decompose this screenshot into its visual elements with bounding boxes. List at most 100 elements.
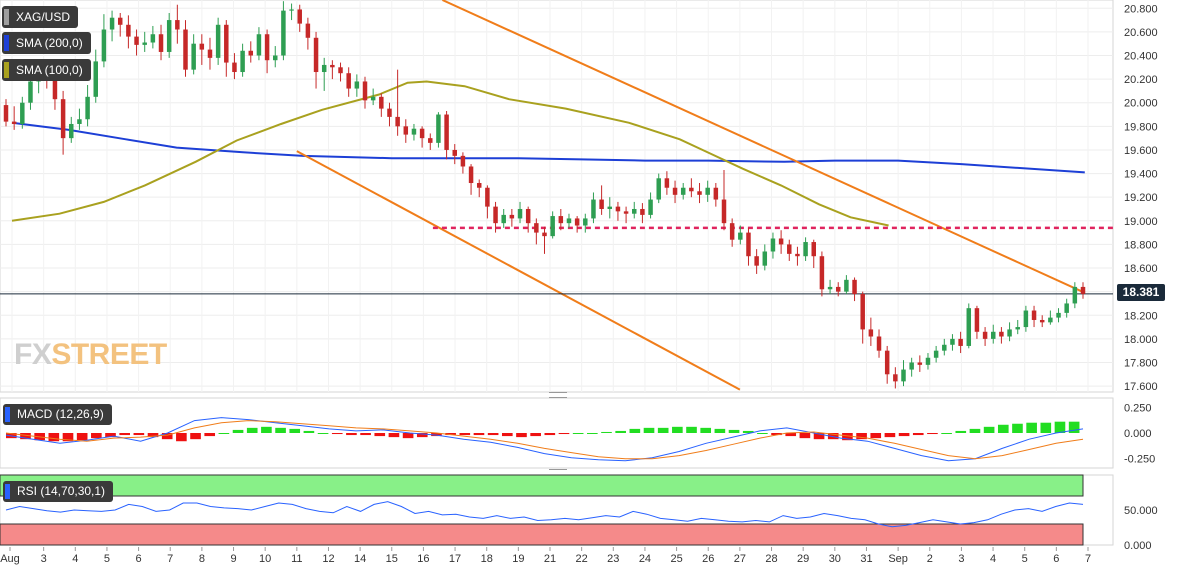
macd-histogram-bar — [842, 433, 853, 441]
candle-down — [640, 208, 645, 215]
macd-histogram-bar — [91, 433, 102, 439]
candle-down — [917, 362, 923, 365]
rsi-swatch — [5, 484, 10, 499]
candle-down — [525, 208, 531, 224]
pane-resize-handle-rsi[interactable] — [549, 469, 567, 475]
axes: 20.800 20.600 20.400 20.200 20.000 19.800 19.6… — [1124, 3, 1158, 393]
macd-histogram-bar — [331, 433, 343, 435]
macd-panel: 0.250 0.000 -0.250 — [0, 397, 1155, 469]
candle-down — [958, 338, 963, 346]
macd-tag[interactable]: MACD (12,26,9) — [3, 404, 112, 425]
candle-up — [680, 187, 686, 195]
macd-histogram-bar — [544, 433, 556, 436]
candle-down — [199, 43, 205, 50]
candle-down — [697, 191, 702, 195]
candle-up — [20, 102, 25, 124]
macd-tick-label: -0.250 — [1124, 454, 1155, 466]
candle-up — [909, 362, 914, 370]
y-tick-label: 20.000 — [1124, 98, 1158, 110]
candlesticks — [3, 1, 1086, 389]
candle-up — [933, 350, 939, 358]
sma100-label: SMA (100,0) — [16, 63, 83, 77]
candle-up — [142, 42, 147, 45]
y-tick-label: 20.800 — [1124, 3, 1158, 15]
candle-down — [330, 64, 335, 68]
sma200-label: SMA (200,0) — [16, 36, 83, 50]
candle-up — [85, 96, 90, 120]
macd-histogram-bar — [133, 433, 145, 436]
x-tick-label: 28 — [765, 553, 777, 565]
x-tick-label: 3 — [958, 553, 964, 565]
candle-up — [101, 29, 107, 62]
candle-up — [501, 214, 506, 224]
x-tick-label: Sep — [888, 553, 908, 565]
candle-down — [787, 244, 792, 254]
candle-down — [599, 199, 604, 209]
macd-line — [5, 417, 1084, 462]
macd-tick-label: 0.000 — [1124, 428, 1152, 440]
macd-histogram-bar — [1054, 421, 1066, 433]
candle-up — [77, 119, 82, 124]
macd-histogram-bar — [48, 433, 60, 442]
macd-histogram-bar — [912, 433, 924, 436]
candle-down — [746, 232, 751, 257]
candle-up — [583, 218, 588, 226]
y-tick-label: 17.600 — [1124, 381, 1158, 393]
candle-up — [632, 208, 637, 214]
macd-histogram-bar — [190, 433, 201, 440]
candle-up — [925, 357, 931, 365]
macd-histogram-bar — [204, 433, 216, 437]
candle-up — [1056, 312, 1061, 318]
candle-up — [550, 216, 555, 237]
candle-up — [109, 17, 115, 30]
candle-up — [436, 114, 441, 143]
candle-up — [770, 238, 776, 252]
candle-down — [232, 62, 237, 73]
x-tick-label: 14 — [354, 553, 366, 565]
price-pane-frame — [0, 0, 1114, 393]
candle-down — [183, 29, 188, 70]
macd-histogram-bar — [813, 433, 825, 440]
candle-down — [468, 166, 474, 184]
candle-up — [1007, 329, 1012, 337]
x-tick-label: 8 — [199, 553, 205, 565]
candle-down — [387, 108, 392, 117]
candle-down — [884, 350, 890, 375]
symbol-tag[interactable]: XAG/USD — [2, 6, 79, 28]
candle-down — [313, 37, 319, 73]
y-tick-label: 18.800 — [1124, 239, 1158, 251]
candle-up — [844, 279, 849, 292]
candle-down — [795, 253, 800, 257]
candle-down — [574, 218, 580, 226]
macd-histogram-bar — [572, 433, 584, 434]
pane-resize-handle-macd[interactable] — [549, 392, 567, 398]
candle-down — [485, 187, 490, 207]
x-tick-label: 5 — [104, 553, 110, 565]
candle-up — [1048, 317, 1053, 323]
x-tick-label: 11 — [291, 553, 302, 565]
legend-sma200[interactable]: SMA (200,0) — [2, 32, 91, 54]
macd-histogram-bar — [587, 433, 598, 434]
y-tick-label: 19.200 — [1124, 192, 1158, 204]
x-tick-label: 31 — [860, 553, 872, 565]
candle-up — [656, 178, 661, 200]
candle-down — [117, 17, 123, 25]
legend-sma100[interactable]: SMA (100,0) — [2, 59, 91, 81]
macd-histogram-bar — [105, 433, 116, 438]
macd-histogram-bar — [147, 433, 159, 438]
candle-up — [370, 96, 376, 101]
macd-histogram-bar — [771, 433, 782, 436]
candle-down — [419, 128, 425, 139]
candle-down — [835, 286, 841, 292]
macd-histogram-bar — [969, 428, 981, 433]
candle-down — [264, 34, 270, 61]
y-tick-label: 18.200 — [1124, 310, 1158, 322]
candle-down — [534, 223, 539, 233]
candle-down — [893, 374, 898, 382]
candle-down — [778, 238, 784, 245]
x-tick-label: 23 — [607, 553, 619, 565]
rsi-tag[interactable]: RSI (14,70,30,1) — [3, 481, 114, 502]
y-tick-label: 18.600 — [1124, 263, 1158, 275]
fxstreet-logo: FXSTREET — [14, 338, 167, 372]
candle-down — [460, 155, 466, 167]
